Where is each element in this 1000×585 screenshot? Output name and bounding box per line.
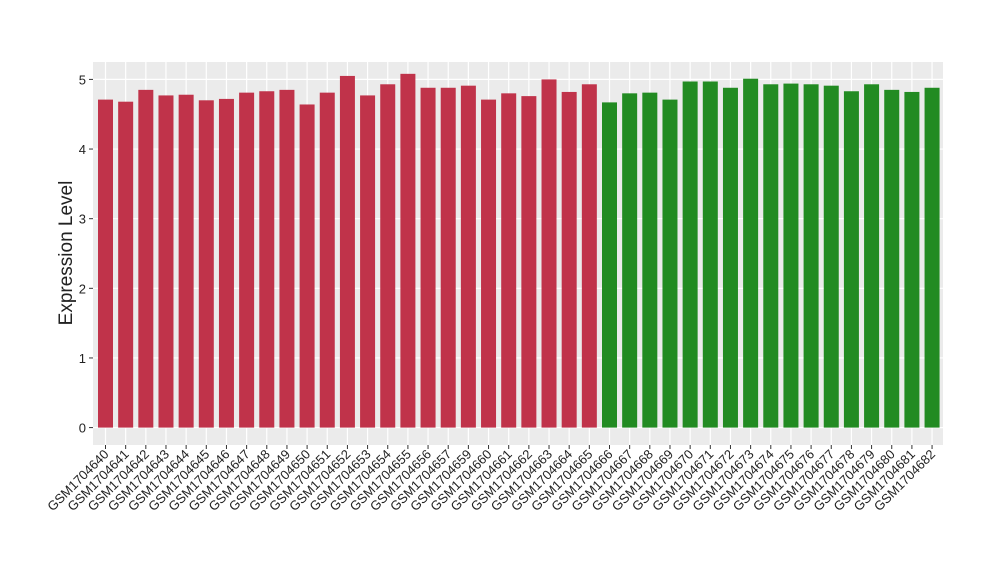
- bar: [259, 91, 275, 428]
- bar: [279, 89, 295, 428]
- bar: [602, 102, 617, 428]
- bar: [884, 89, 900, 428]
- bar: [501, 93, 517, 428]
- bar: [662, 99, 678, 428]
- y-tick-label: 1: [79, 351, 86, 366]
- bar: [420, 87, 436, 428]
- bar: [440, 87, 456, 428]
- panel: [93, 62, 943, 445]
- y-axis-label: Expression Level: [56, 181, 77, 326]
- bar: [400, 73, 416, 428]
- bar: [803, 84, 819, 428]
- bar: [460, 85, 476, 428]
- bar: [138, 89, 154, 428]
- bar: [843, 91, 859, 428]
- bar: [98, 99, 113, 428]
- bar: [218, 98, 234, 428]
- bar: [178, 94, 194, 428]
- bar: [763, 84, 779, 428]
- bar: [158, 95, 174, 428]
- bar: [319, 92, 335, 428]
- bar: [481, 99, 497, 428]
- bar: [581, 84, 597, 428]
- bar: [380, 84, 396, 428]
- y-tick-label: 0: [79, 421, 86, 436]
- bar: [924, 87, 940, 428]
- y-tick-label: 3: [79, 212, 86, 227]
- bar: [521, 96, 537, 428]
- bar: [339, 75, 355, 428]
- bar: [904, 91, 920, 428]
- bar: [118, 101, 134, 428]
- bar: [561, 91, 577, 428]
- bar: [702, 81, 718, 428]
- bar: [783, 83, 799, 428]
- bar: [864, 84, 880, 428]
- bar: [360, 95, 376, 428]
- y-tick-label: 2: [79, 281, 86, 296]
- bar: [198, 100, 214, 428]
- bar: [239, 92, 255, 428]
- bar: [642, 92, 658, 428]
- bar: [823, 85, 839, 428]
- bar: [743, 78, 759, 428]
- y-tick-label: 4: [79, 142, 86, 157]
- bar: [541, 79, 557, 428]
- bar: [622, 93, 638, 428]
- bar: [682, 81, 698, 428]
- bar: [722, 87, 738, 428]
- bar: [299, 104, 315, 428]
- y-tick-label: 5: [79, 72, 86, 87]
